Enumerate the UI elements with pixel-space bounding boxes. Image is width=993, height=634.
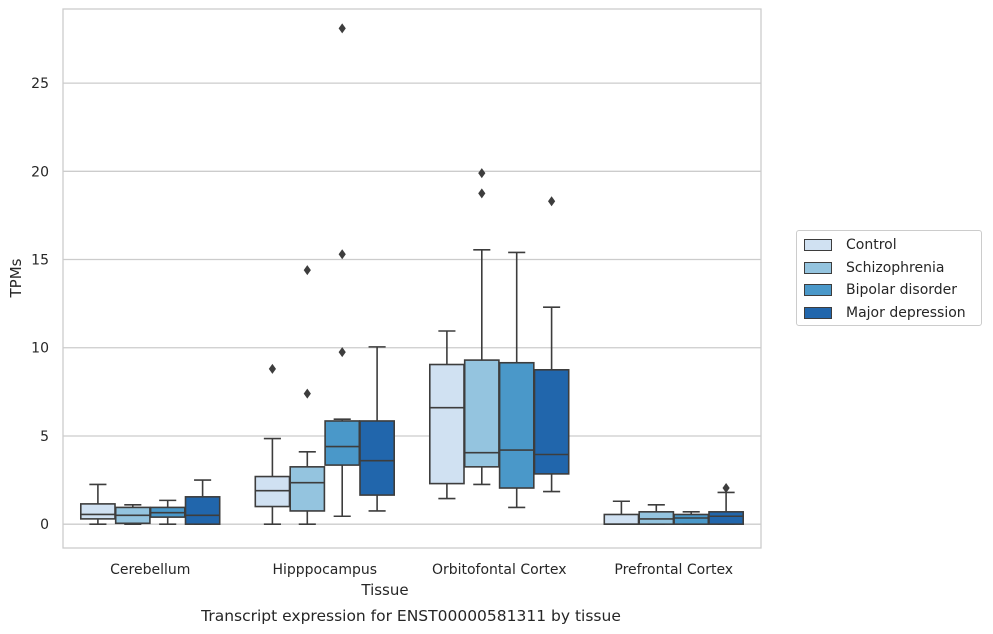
box-2-3 [673,511,710,525]
y-tick-label: 25 [31,76,49,92]
box-3-2 [533,196,570,493]
x-tick-label: Hipppocampus [272,562,377,578]
y-axis-label: TPMs [7,258,25,298]
y-tick-label: 0 [40,517,49,533]
legend-label-control: Control [846,237,897,253]
legend-label-schizophrenia: Schizophrenia [846,260,945,276]
box-body [254,475,291,508]
x-axis-label: Tissue [360,581,408,599]
outlier-point [268,363,276,374]
box-3-3 [708,483,745,525]
box-body [638,511,675,525]
box-body [359,420,396,496]
box-body [79,503,116,520]
box-groups [79,23,745,525]
x-tick-label: Orbitofontal Cortex [432,562,567,578]
outlier-point [338,23,346,34]
box-body [498,361,535,489]
legend-item-schizophrenia: Schizophrenia [804,258,944,278]
x-tick-label: Prefrontal Cortex [614,562,733,578]
legend-label-major-depression: Major depression [846,305,966,321]
box-1-3 [638,503,675,525]
box-1-1 [289,265,326,525]
box-body [603,513,640,525]
box-0-3 [603,500,640,525]
legend-swatch-bipolar-disorder [804,284,832,296]
box-0-2 [428,330,465,500]
y-tick-label: 10 [31,341,49,357]
box-body [428,363,465,485]
outlier-point [478,188,486,199]
box-3-0 [184,479,221,525]
outlier-point [303,265,311,276]
box-body [673,513,710,525]
outlier-point [303,388,311,399]
box-body [324,420,361,466]
y-tick-labels: 0 5 10 15 20 25 [31,76,49,533]
legend-item-control: Control [804,235,897,255]
y-tick-label: 15 [31,253,49,269]
legend-item-major-depression: Major depression [804,303,966,323]
legend-swatch-schizophrenia [804,262,832,274]
plot-frame [62,8,762,549]
box-1-0 [114,503,151,525]
legend: Control Schizophrenia Bipolar disorder M… [796,230,982,326]
legend-swatch-major-depression [804,307,832,319]
x-tick-labels: Cerebellum Hipppocampus Orbitofontal Corte… [110,562,733,578]
legend-item-bipolar-disorder: Bipolar disorder [804,280,957,300]
box-0-0 [79,483,116,525]
box-body [708,511,745,525]
outlier-point [548,196,556,207]
box-2-2 [498,251,535,509]
outlier-point [338,249,346,260]
box-1-2 [463,168,500,486]
x-tick-label: Cerebellum [110,562,190,578]
outlier-point [722,483,730,494]
outlier-point [478,168,486,179]
box-body [289,466,326,512]
legend-label-bipolar-disorder: Bipolar disorder [846,282,958,298]
box-0-1 [254,363,291,525]
box-body [184,496,221,525]
y-tick-label: 20 [31,164,49,180]
chart-title: Transcript expression for ENST0000058131… [200,607,621,625]
box-body [463,359,500,468]
legend-swatch-control [804,239,832,251]
outlier-point [338,347,346,358]
box-body [533,369,570,475]
gridlines [63,82,761,525]
box-3-1 [359,346,396,512]
y-tick-label: 5 [40,429,49,445]
box-2-0 [149,499,186,525]
box-2-1 [324,23,361,518]
